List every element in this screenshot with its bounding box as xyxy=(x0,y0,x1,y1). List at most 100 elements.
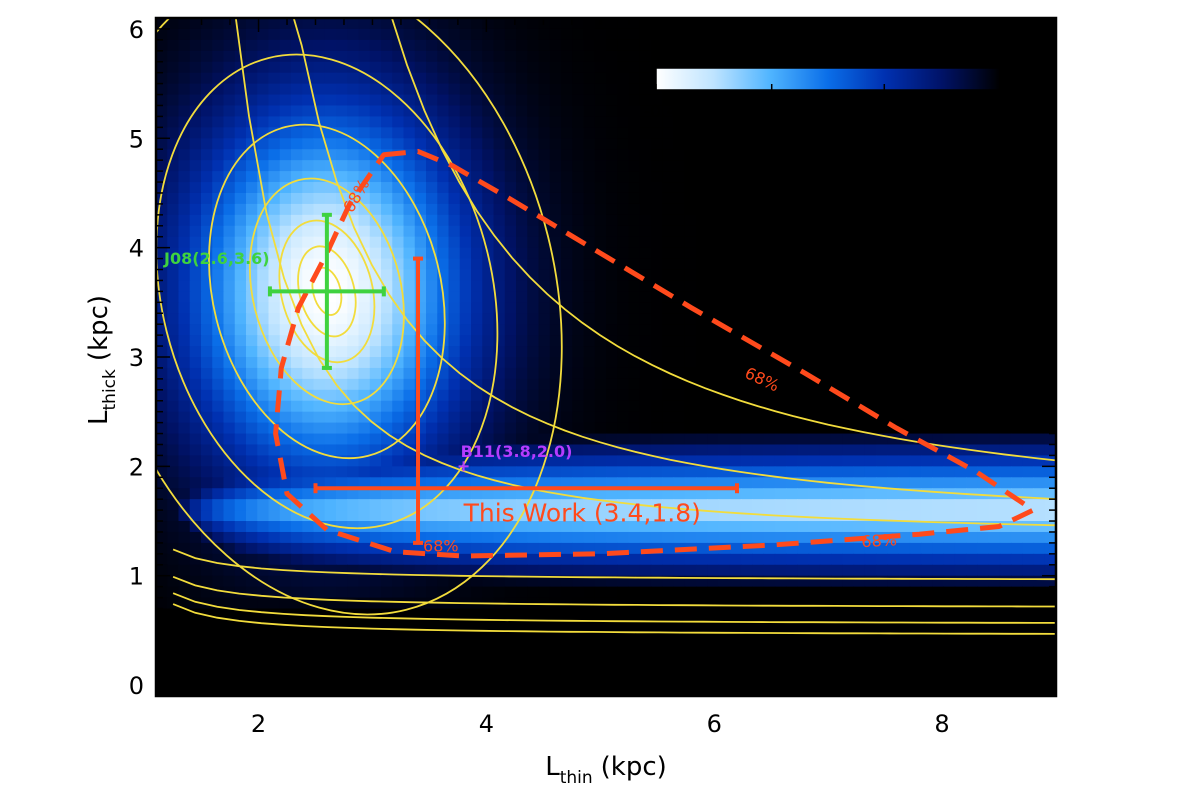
heatmap-cell xyxy=(381,83,393,96)
heatmap-cell xyxy=(549,542,562,555)
heatmap-cell xyxy=(876,182,888,194)
heatmap-cell xyxy=(617,455,630,467)
heatmap-cell xyxy=(797,346,810,358)
heatmap-cell xyxy=(876,378,888,391)
heatmap-cell xyxy=(471,83,483,96)
heatmap-cell xyxy=(977,39,990,52)
heatmap-cell xyxy=(1033,597,1046,610)
heatmap-cell xyxy=(594,94,607,107)
heatmap-cell xyxy=(392,608,405,621)
heatmap-cell xyxy=(381,302,393,314)
heatmap-cell xyxy=(212,335,225,347)
heatmap-cell xyxy=(1022,313,1035,325)
heatmap-cell xyxy=(808,630,821,642)
heatmap-cell xyxy=(178,674,191,686)
heatmap-cell xyxy=(628,685,641,696)
heatmap-cell xyxy=(482,302,495,314)
heatmap-cell xyxy=(336,280,348,292)
heatmap-cell xyxy=(538,236,551,249)
heatmap-cell xyxy=(718,619,731,631)
heatmap-cell xyxy=(954,94,967,107)
heatmap-cell xyxy=(212,652,225,664)
heatmap-cell xyxy=(482,269,495,282)
heatmap-cell xyxy=(819,597,832,610)
heatmap-cell xyxy=(459,160,472,172)
heatmap-cell xyxy=(504,389,517,402)
heatmap-cell xyxy=(403,127,416,139)
heatmap-cell xyxy=(448,127,461,139)
heatmap-cell xyxy=(864,608,877,621)
heatmap-cell xyxy=(516,663,528,675)
heatmap-cell xyxy=(234,192,247,205)
heatmap-cell xyxy=(808,619,821,631)
heatmap-cell xyxy=(336,499,348,511)
heatmap-cell xyxy=(786,499,798,511)
heatmap-cell xyxy=(932,685,945,696)
heatmap-cell xyxy=(1022,61,1035,74)
heatmap-cell xyxy=(459,357,472,369)
heatmap-cell xyxy=(842,160,855,172)
heatmap-cell xyxy=(628,182,641,194)
heatmap-cell xyxy=(718,94,731,107)
heatmap-cell xyxy=(1022,236,1035,249)
heatmap-cell xyxy=(594,39,607,52)
heatmap-cell xyxy=(977,466,990,478)
heatmap-cell xyxy=(279,247,292,260)
heatmap-cell xyxy=(1011,302,1023,314)
heatmap-cell xyxy=(999,630,1012,642)
heatmap-cell xyxy=(302,116,315,128)
heatmap-cell xyxy=(718,203,731,216)
heatmap-cell xyxy=(864,499,877,511)
heatmap-cell xyxy=(561,400,573,413)
heatmap-cell xyxy=(1022,214,1035,227)
heatmap-cell xyxy=(662,619,675,631)
heatmap-cell xyxy=(763,203,776,216)
heatmap-cell xyxy=(493,225,506,238)
heatmap-cell xyxy=(909,225,922,238)
heatmap-cell xyxy=(234,61,247,74)
heatmap-cell xyxy=(639,444,652,457)
heatmap-cell xyxy=(999,160,1012,172)
heatmap-cell xyxy=(291,171,303,183)
heatmap-cell xyxy=(617,160,630,172)
heatmap-cell xyxy=(504,28,517,41)
heatmap-cell xyxy=(167,324,180,336)
heatmap-cell xyxy=(527,586,540,599)
heatmap-cell xyxy=(707,171,720,183)
heatmap-cell xyxy=(673,357,686,369)
heatmap-cell xyxy=(954,564,967,577)
heatmap-cell xyxy=(921,499,933,511)
heatmap-cell xyxy=(797,488,810,500)
heatmap-cell xyxy=(527,499,540,511)
heatmap-cell xyxy=(493,346,506,358)
heatmap-cell xyxy=(561,630,573,642)
heatmap-cell xyxy=(954,685,967,696)
heatmap-cell xyxy=(414,357,427,369)
heatmap-cell xyxy=(954,499,967,511)
heatmap-cell xyxy=(527,357,540,369)
heatmap-cell xyxy=(426,411,438,424)
heatmap-cell xyxy=(234,685,247,696)
heatmap-cell xyxy=(414,477,427,489)
heatmap-cell xyxy=(504,477,517,489)
heatmap-cell xyxy=(808,564,821,577)
heatmap-cell xyxy=(493,608,506,621)
heatmap-cell xyxy=(594,127,607,139)
heatmap-cell xyxy=(448,236,461,249)
heatmap-cell xyxy=(1033,531,1046,544)
heatmap-cell xyxy=(831,510,843,522)
heatmap-cell xyxy=(842,663,855,675)
heatmap-cell xyxy=(504,324,517,336)
heatmap-cell xyxy=(459,324,472,336)
heatmap-cell xyxy=(696,105,708,118)
heatmap-cell xyxy=(223,313,236,325)
heatmap-cell xyxy=(932,411,945,424)
heatmap-cell xyxy=(279,171,292,183)
heatmap-cell xyxy=(437,499,450,511)
heatmap-cell xyxy=(718,367,731,380)
heatmap-cell xyxy=(718,422,731,435)
heatmap-cell xyxy=(212,466,225,478)
heatmap-cell xyxy=(864,302,877,314)
heatmap-cell xyxy=(156,291,168,303)
heatmap-cell xyxy=(516,105,528,118)
